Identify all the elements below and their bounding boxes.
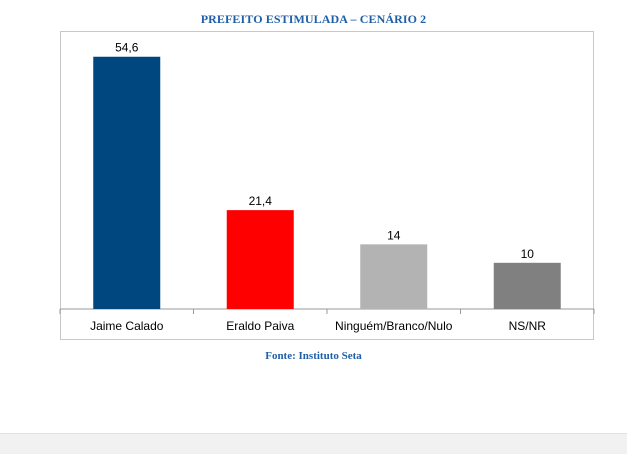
bar-value-label: 54,6 — [115, 41, 139, 55]
bar-value-label: 14 — [387, 228, 401, 242]
chart-frame — [60, 31, 594, 340]
chart-title: PREFEITO ESTIMULADA – CENÁRIO 2 — [200, 12, 427, 26]
bar-value-label: 21,4 — [249, 194, 273, 208]
bar-ns-nr — [493, 262, 561, 309]
category-label: NS/NR — [509, 319, 547, 333]
bar-eraldo-paiva — [226, 210, 294, 309]
category-label: Eraldo Paiva — [226, 319, 294, 333]
bottom-bar — [0, 433, 627, 454]
bar-ningu-m-branco-nulo — [360, 244, 428, 309]
bar-jaime-calado — [93, 56, 161, 309]
category-label: Ninguém/Branco/Nulo — [335, 319, 453, 333]
source-note: Fonte: Instituto Seta — [265, 350, 362, 362]
category-label: Jaime Calado — [90, 319, 164, 333]
bar-value-label: 10 — [521, 247, 535, 261]
